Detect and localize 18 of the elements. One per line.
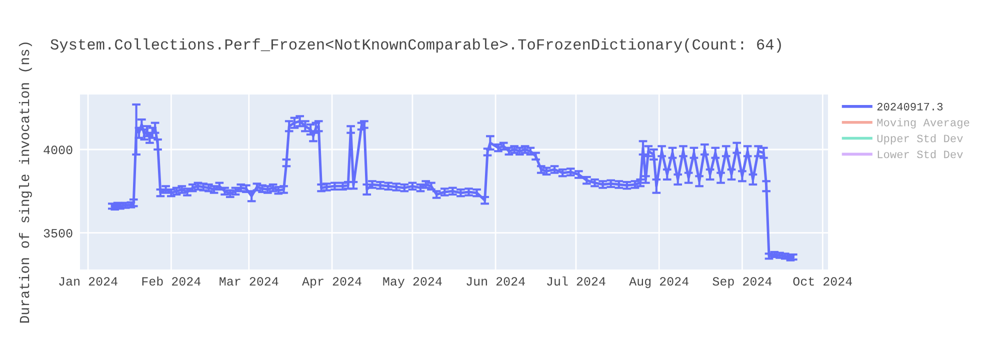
y-axis-title: Duration of single invocation (ns) [18, 42, 32, 323]
x-tick-label: Apr 2024 [302, 277, 362, 288]
legend-label: Upper Std Dev [877, 134, 963, 144]
x-tick-label: Jan 2024 [59, 277, 118, 286]
x-tick-label: Feb 2024 [142, 276, 201, 286]
legend-label: Lower Std Dev [878, 150, 963, 158]
x-tick-label: Aug 2024 [629, 277, 688, 288]
legend-label: 20240917.3 [877, 102, 943, 110]
x-tick-label: May 2024 [383, 277, 442, 288]
x-tick-label: Mar 2024 [220, 277, 278, 286]
x-tick-label: Jun 2024 [466, 277, 525, 286]
x-tick-label: Oct 2024 [793, 277, 852, 286]
x-tick-label: Sep 2024 [712, 277, 772, 288]
y-tick-label: 3500 [44, 229, 72, 238]
chart-title: System.Collections.Perf_Frozen<NotKnownComparable>.ToFrozenDictionary(Count: 64) [50, 38, 781, 53]
y-tick-label: 4000 [44, 146, 72, 154]
legend-label: Moving Average [877, 118, 970, 129]
x-tick-label: Jul 2024 [547, 276, 606, 286]
